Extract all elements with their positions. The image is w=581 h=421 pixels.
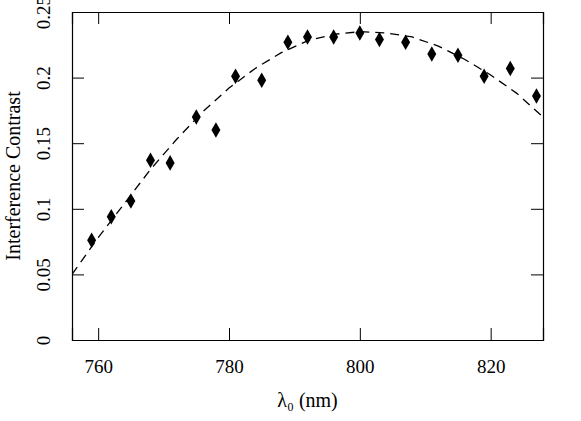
tick xyxy=(531,12,543,13)
chart-container: 760 780 800 820 0 0.05 0.1 0.15 0.2 0.25 λ₀ (nm) In… xyxy=(0,0,581,421)
x-axis-title: λ₀ (nm) xyxy=(277,389,338,412)
data-point xyxy=(375,32,384,48)
tick-mark xyxy=(531,12,543,13)
tick-mark xyxy=(531,78,543,79)
tick xyxy=(531,143,543,144)
tick-mark xyxy=(98,12,99,24)
tick: 0.25 xyxy=(33,0,84,29)
data-point xyxy=(355,25,364,41)
tick-label: 760 xyxy=(84,356,113,377)
tick: 800 xyxy=(346,328,375,377)
data-point xyxy=(166,155,175,171)
tick-label: 0.25 xyxy=(33,0,54,29)
axis-line xyxy=(73,13,85,341)
data-point xyxy=(231,69,240,85)
tick-mark xyxy=(360,328,361,340)
tick-mark xyxy=(531,143,543,144)
tick-mark xyxy=(531,209,543,210)
tick-label: 0.05 xyxy=(33,258,54,291)
tick xyxy=(98,12,99,24)
tick xyxy=(531,340,543,341)
tick: 0.2 xyxy=(33,66,84,90)
data-layer xyxy=(72,25,543,274)
tick-mark xyxy=(491,328,492,340)
x-axis-top xyxy=(73,12,544,24)
y-axis: 0 0.05 0.1 0.15 0.2 0.25 xyxy=(33,0,84,345)
tick: 0.05 xyxy=(33,258,84,291)
y-axis-right xyxy=(531,13,544,341)
tick: 0.15 xyxy=(33,127,84,160)
axis-line xyxy=(531,13,544,341)
y-axis-title: Interference Contrast xyxy=(2,91,24,261)
x-axis: 760 780 800 820 xyxy=(73,328,544,377)
data-point xyxy=(211,122,220,138)
tick-label: 0.2 xyxy=(33,66,54,90)
tick-mark xyxy=(491,12,492,24)
tick: 780 xyxy=(215,328,244,377)
plot-area: 760 780 800 820 0 0.05 0.1 0.15 0.2 0.25 xyxy=(33,0,544,377)
data-point xyxy=(532,88,541,104)
tick: 820 xyxy=(477,328,506,377)
data-point xyxy=(480,69,489,85)
data-point xyxy=(329,29,338,45)
tick xyxy=(360,12,361,24)
tick-mark xyxy=(72,143,84,144)
data-point xyxy=(427,46,436,62)
tick-mark xyxy=(72,274,84,275)
tick-label: 800 xyxy=(346,356,375,377)
tick-mark xyxy=(360,12,361,24)
tick-mark xyxy=(72,78,84,79)
data-point xyxy=(506,61,515,77)
tick-label: 0 xyxy=(33,336,54,346)
data-point xyxy=(453,48,462,64)
tick-mark xyxy=(72,12,84,13)
axis-line xyxy=(73,328,544,341)
data-point xyxy=(257,72,266,88)
tick-label: 0.1 xyxy=(33,197,54,221)
tick-mark xyxy=(229,328,230,340)
data-point xyxy=(107,209,116,225)
axis-line xyxy=(73,13,544,25)
fit-line xyxy=(72,32,543,275)
chart-svg: 760 780 800 820 0 0.05 0.1 0.15 0.2 0.25 λ₀ (nm) In… xyxy=(0,0,581,421)
tick xyxy=(531,78,543,79)
tick-mark xyxy=(98,328,99,340)
tick-label: 820 xyxy=(477,356,506,377)
tick-mark xyxy=(72,340,84,341)
tick-label: 0.15 xyxy=(33,127,54,160)
tick-mark xyxy=(531,274,543,275)
tick xyxy=(531,209,543,210)
tick: 0.1 xyxy=(33,197,84,221)
tick xyxy=(229,12,230,24)
tick-mark xyxy=(229,12,230,24)
tick: 760 xyxy=(84,328,113,377)
tick-mark xyxy=(72,209,84,210)
tick: 0 xyxy=(33,336,84,346)
tick-mark xyxy=(531,340,543,341)
data-point xyxy=(192,109,201,125)
tick xyxy=(531,274,543,275)
tick xyxy=(491,12,492,24)
tick-label: 780 xyxy=(215,356,244,377)
